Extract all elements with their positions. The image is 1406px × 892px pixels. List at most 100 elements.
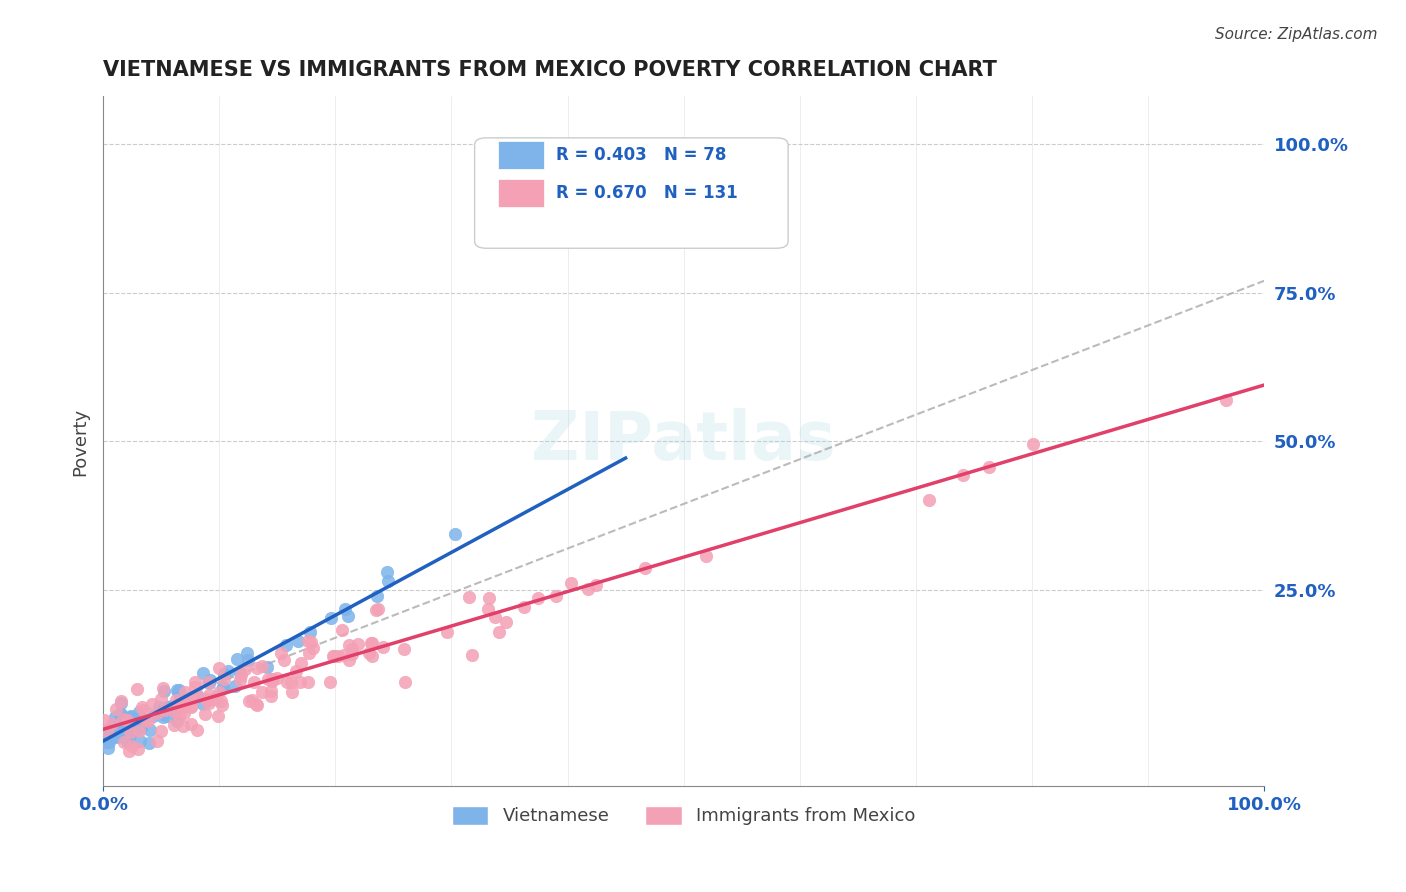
Point xyxy=(118,709,141,723)
Point xyxy=(208,684,231,698)
Point xyxy=(149,723,172,738)
Point xyxy=(110,729,132,743)
Point xyxy=(512,599,534,614)
Point xyxy=(120,716,142,731)
Point xyxy=(180,690,202,705)
Point xyxy=(280,674,302,689)
Point xyxy=(290,674,312,689)
Point xyxy=(695,549,717,563)
Point xyxy=(165,693,187,707)
Point xyxy=(242,693,264,707)
Point xyxy=(198,688,221,702)
Point xyxy=(104,710,127,724)
Point xyxy=(337,653,360,667)
Point xyxy=(138,736,160,750)
Point xyxy=(319,611,342,625)
Point xyxy=(330,624,353,638)
Point xyxy=(198,676,221,690)
Point xyxy=(235,646,257,660)
Point xyxy=(152,681,174,695)
Point xyxy=(256,672,278,686)
Point xyxy=(337,639,360,653)
Point xyxy=(173,685,195,699)
Point xyxy=(107,721,129,735)
Point xyxy=(94,731,117,745)
Legend: Vietnamese, Immigrants from Mexico: Vietnamese, Immigrants from Mexico xyxy=(444,799,922,832)
Point xyxy=(260,690,283,704)
Point xyxy=(273,653,295,667)
Point xyxy=(136,714,159,728)
Point xyxy=(166,683,188,698)
Point xyxy=(280,685,302,699)
Point xyxy=(100,731,122,745)
Point xyxy=(120,708,142,723)
Point xyxy=(108,720,131,734)
Point xyxy=(298,646,321,660)
Point xyxy=(262,672,284,686)
Point xyxy=(118,725,141,739)
Point xyxy=(122,720,145,734)
Point xyxy=(544,589,567,603)
Y-axis label: Poverty: Poverty xyxy=(72,408,89,475)
Point xyxy=(323,649,346,664)
Point xyxy=(104,729,127,743)
Point xyxy=(121,739,143,754)
Point xyxy=(235,662,257,676)
Point xyxy=(132,712,155,726)
Point xyxy=(117,734,139,748)
Point xyxy=(172,719,194,733)
Point xyxy=(205,690,228,704)
Point xyxy=(172,700,194,714)
Point xyxy=(560,576,582,591)
Point xyxy=(333,601,356,615)
Point xyxy=(152,709,174,723)
Point xyxy=(245,697,267,711)
Point xyxy=(488,624,510,639)
Point xyxy=(191,697,214,711)
Point xyxy=(634,561,657,575)
Point xyxy=(276,675,298,690)
Point xyxy=(169,691,191,706)
Point xyxy=(121,724,143,739)
Point xyxy=(156,708,179,723)
Point xyxy=(94,731,117,746)
Point xyxy=(96,724,118,739)
Point xyxy=(162,717,184,731)
Point xyxy=(108,719,131,733)
Point xyxy=(367,602,389,616)
Point xyxy=(194,706,217,721)
Point xyxy=(477,601,499,615)
Point xyxy=(357,646,380,660)
Point xyxy=(132,703,155,717)
Point xyxy=(287,633,309,648)
Point xyxy=(111,729,134,743)
Point xyxy=(256,660,278,674)
Point xyxy=(392,641,415,656)
Point xyxy=(340,647,363,661)
Point xyxy=(112,735,135,749)
Point xyxy=(242,674,264,689)
Point xyxy=(1215,393,1237,408)
Point xyxy=(322,648,344,663)
Point xyxy=(461,648,484,662)
Point xyxy=(212,681,235,696)
Point xyxy=(118,744,141,758)
Point xyxy=(371,640,394,655)
Point xyxy=(172,700,194,714)
Point xyxy=(290,656,312,670)
Point xyxy=(259,683,281,698)
Point xyxy=(260,673,283,688)
Point xyxy=(165,703,187,717)
Point xyxy=(285,664,308,678)
Point xyxy=(436,624,458,639)
Point xyxy=(270,646,292,660)
Point xyxy=(173,706,195,721)
Point xyxy=(166,714,188,729)
Text: ZIPatlas: ZIPatlas xyxy=(531,409,837,475)
Point xyxy=(585,577,607,591)
Point xyxy=(245,661,267,675)
Point xyxy=(129,721,152,735)
Point xyxy=(121,717,143,731)
Point xyxy=(224,679,246,693)
Point xyxy=(301,635,323,649)
